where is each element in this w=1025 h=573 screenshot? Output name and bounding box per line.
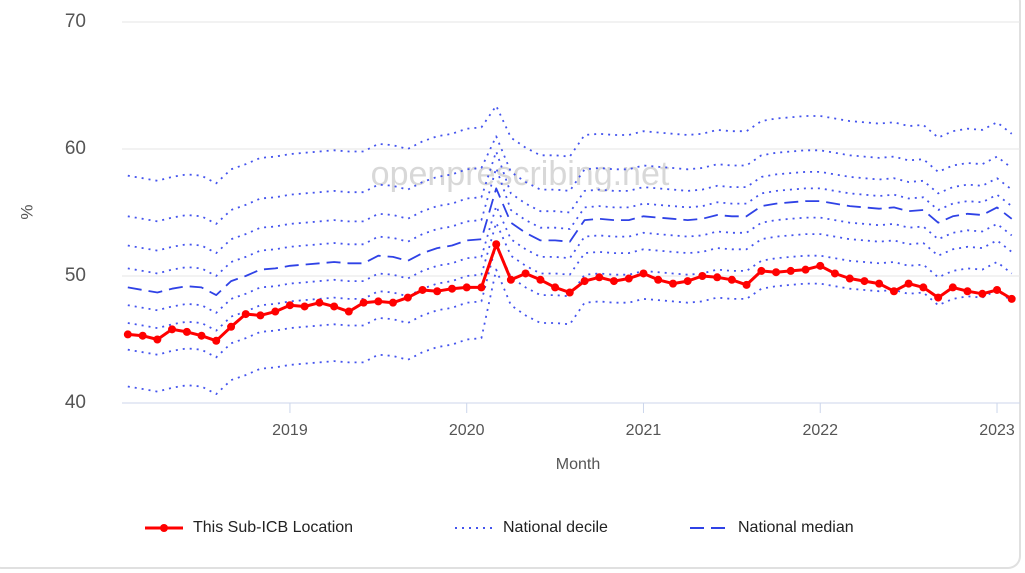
point: [388, 298, 397, 307]
point: [433, 287, 442, 296]
point: [300, 302, 309, 311]
point: [521, 269, 530, 278]
x-tick-label: 2023: [979, 422, 1015, 439]
series-line: [127, 167, 1013, 277]
point: [551, 283, 560, 292]
point: [948, 283, 957, 292]
point: [403, 293, 412, 302]
point: [492, 240, 501, 249]
point: [830, 269, 839, 278]
series-line: [127, 268, 1013, 395]
x-axis-label: Month: [556, 456, 600, 473]
point: [418, 285, 427, 294]
series-line: [127, 135, 1013, 225]
point: [374, 297, 383, 306]
point: [742, 280, 751, 289]
point: [168, 325, 177, 334]
point: [462, 283, 471, 292]
point: [595, 273, 604, 282]
y-tick-label: 70: [65, 11, 86, 32]
point: [138, 331, 147, 340]
point: [506, 275, 515, 284]
point: [786, 266, 795, 275]
y-tick-label: 40: [65, 392, 86, 413]
point: [123, 330, 132, 339]
point: [285, 301, 294, 310]
point: [153, 335, 162, 344]
point: [315, 298, 324, 307]
point: [904, 279, 913, 288]
point: [713, 273, 722, 282]
point: [727, 275, 736, 284]
point: [801, 265, 810, 274]
point: [565, 288, 574, 297]
series-line: [127, 187, 1013, 296]
point: [256, 311, 265, 320]
legend-marker: [160, 524, 168, 532]
point: [212, 336, 221, 345]
point: [271, 307, 280, 316]
point: [683, 277, 692, 286]
point: [889, 287, 898, 296]
point: [609, 277, 618, 286]
point: [654, 275, 663, 284]
point: [1007, 294, 1016, 303]
series-line: [127, 243, 1013, 359]
point: [860, 277, 869, 286]
legend-label: National median: [738, 519, 854, 536]
watermark: openprescribing.net: [371, 155, 670, 193]
point: [934, 293, 943, 302]
x-tick-label: 2021: [626, 422, 662, 439]
point: [698, 272, 707, 280]
point: [845, 274, 854, 283]
point: [477, 283, 486, 292]
point: [993, 285, 1002, 294]
y-tick-label: 60: [65, 138, 86, 159]
x-tick-label: 2020: [449, 422, 485, 439]
point: [330, 302, 339, 311]
y-axis-label: %: [17, 204, 36, 219]
point: [772, 268, 781, 277]
point: [580, 277, 589, 286]
point: [448, 284, 457, 293]
point: [978, 289, 987, 298]
point: [182, 327, 191, 336]
point: [919, 283, 928, 292]
point: [536, 275, 545, 284]
point: [344, 307, 353, 316]
point: [963, 287, 972, 296]
point: [639, 269, 648, 278]
point: [359, 298, 368, 307]
y-tick-label: 50: [65, 265, 86, 286]
point: [668, 279, 677, 288]
point: [624, 274, 633, 283]
point: [875, 279, 884, 288]
point: [757, 266, 766, 275]
series-line: [127, 221, 1013, 332]
legend-label: National decile: [503, 519, 608, 536]
x-tick-label: 2022: [802, 422, 838, 439]
point: [241, 310, 250, 319]
point: [227, 322, 236, 331]
point: [816, 261, 825, 270]
x-tick-label: 2019: [272, 422, 308, 439]
legend-label: This Sub-ICB Location: [193, 519, 353, 536]
point: [197, 331, 206, 340]
